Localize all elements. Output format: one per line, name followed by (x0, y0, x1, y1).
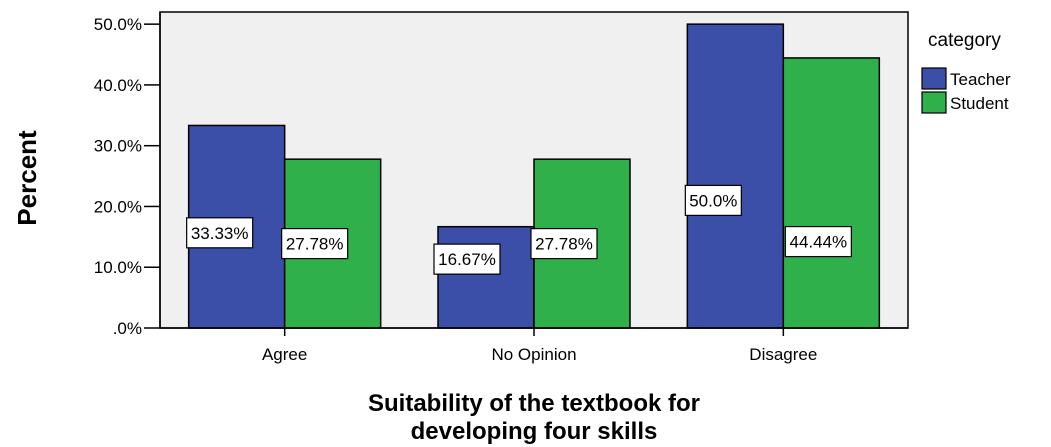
data-label-box (433, 243, 501, 275)
data-label-box (684, 184, 742, 216)
y-tick-label: 50.0% (94, 15, 142, 34)
legend: category Teacher Student (921, 30, 1011, 114)
data-label-text: 27.78% (286, 235, 344, 254)
legend-items: Teacher Student (921, 67, 1011, 114)
x-category-label: No Opinion (491, 345, 576, 364)
bars-layer (187, 23, 881, 329)
data-label-box (186, 217, 254, 249)
data-label-text: 27.78% (535, 235, 593, 254)
x-axis-title-line-1: Suitability of the textbook for (368, 390, 700, 417)
y-tick-label: 40.0% (94, 76, 142, 95)
legend-label-teacher: Teacher (950, 70, 1011, 89)
x-axis-ticks: Agree No Opinion Disagree (262, 328, 817, 364)
bar-teacher-no-opinion (437, 225, 535, 329)
data-label: 50.0% (684, 184, 742, 216)
y-tick-label: 30.0% (94, 137, 142, 156)
y-axis-title: Percent (12, 130, 42, 226)
x-axis-title-line-2: developing four skills (411, 418, 658, 445)
y-tick-label: 20.0% (94, 197, 142, 216)
data-label: 44.44% (784, 225, 852, 258)
x-category-label: Disagree (749, 345, 817, 364)
data-label-box (784, 225, 852, 258)
data-labels: 33.33% 27.78% 16.67% 27.78% 50.0% 44.44% (186, 184, 852, 275)
data-label-text: 33.33% (191, 224, 249, 243)
y-tick-label: .0% (113, 319, 142, 338)
data-label: 27.78% (530, 227, 598, 260)
data-label-box (281, 227, 349, 260)
x-category-label: Agree (262, 345, 307, 364)
data-label-text: 50.0% (689, 191, 737, 210)
y-tick-label: 10.0% (94, 258, 142, 277)
legend-swatch-teacher (921, 67, 947, 90)
data-label: 16.67% (433, 243, 501, 275)
data-label-box (530, 227, 598, 260)
data-label: 27.78% (281, 227, 349, 260)
data-label-text: 16.67% (438, 250, 496, 269)
legend-label-student: Student (950, 94, 1009, 113)
y-axis-ticks: .0% 10.0% 20.0% 30.0% 40.0% 50.0% (94, 15, 160, 338)
legend-swatch-student (921, 91, 947, 114)
bar-teacher-disagree (686, 23, 785, 329)
data-label: 33.33% (186, 217, 254, 249)
bar-student-disagree (782, 57, 881, 329)
legend-title: category (928, 30, 1001, 51)
data-label-text: 44.44% (789, 233, 847, 252)
